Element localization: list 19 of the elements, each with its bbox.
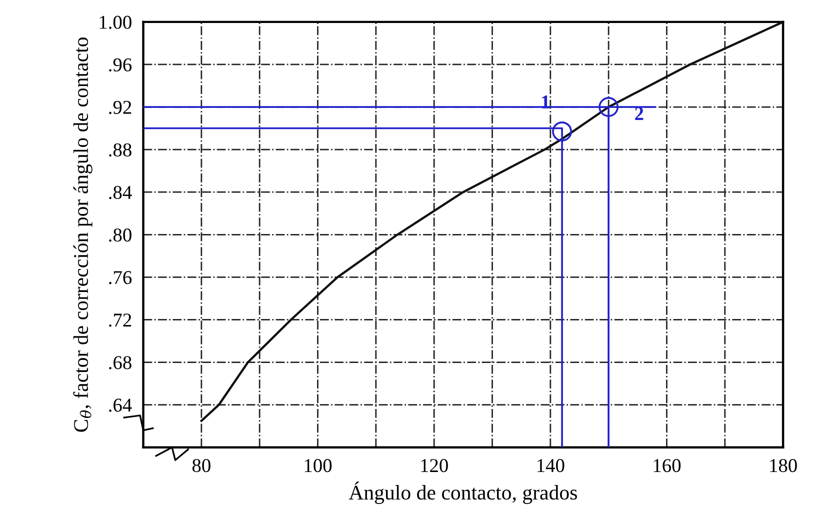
x-tick-label: 120 (421, 459, 448, 472)
y-tick-label: .88 (109, 143, 132, 157)
y-tick-label: .92 (109, 100, 132, 114)
y-tick-label: 1.00 (100, 16, 132, 29)
x-axis-title: Ángulo de contacto, grados (348, 482, 577, 504)
x-tick-label: 140 (538, 459, 564, 472)
y-tick-label: .80 (109, 228, 132, 242)
x-tick-label: 180 (770, 459, 797, 472)
y-tick-label: .96 (109, 58, 132, 72)
y-tick-label: .84 (109, 186, 132, 200)
x-tick-label: 80 (192, 459, 210, 472)
y-tick-label: .68 (109, 356, 132, 370)
y-tick-label: .64 (109, 398, 132, 412)
x-tick-label: 100 (304, 459, 332, 472)
y-axis-title: C$_{θ}$, factor de corrección por ángulo de contacto (73, 38, 92, 432)
annotation: 2 (635, 107, 644, 120)
y-tick-label: .76 (109, 271, 132, 284)
x-tick-label: 160 (654, 459, 681, 472)
y-tick-label: .72 (109, 314, 132, 327)
